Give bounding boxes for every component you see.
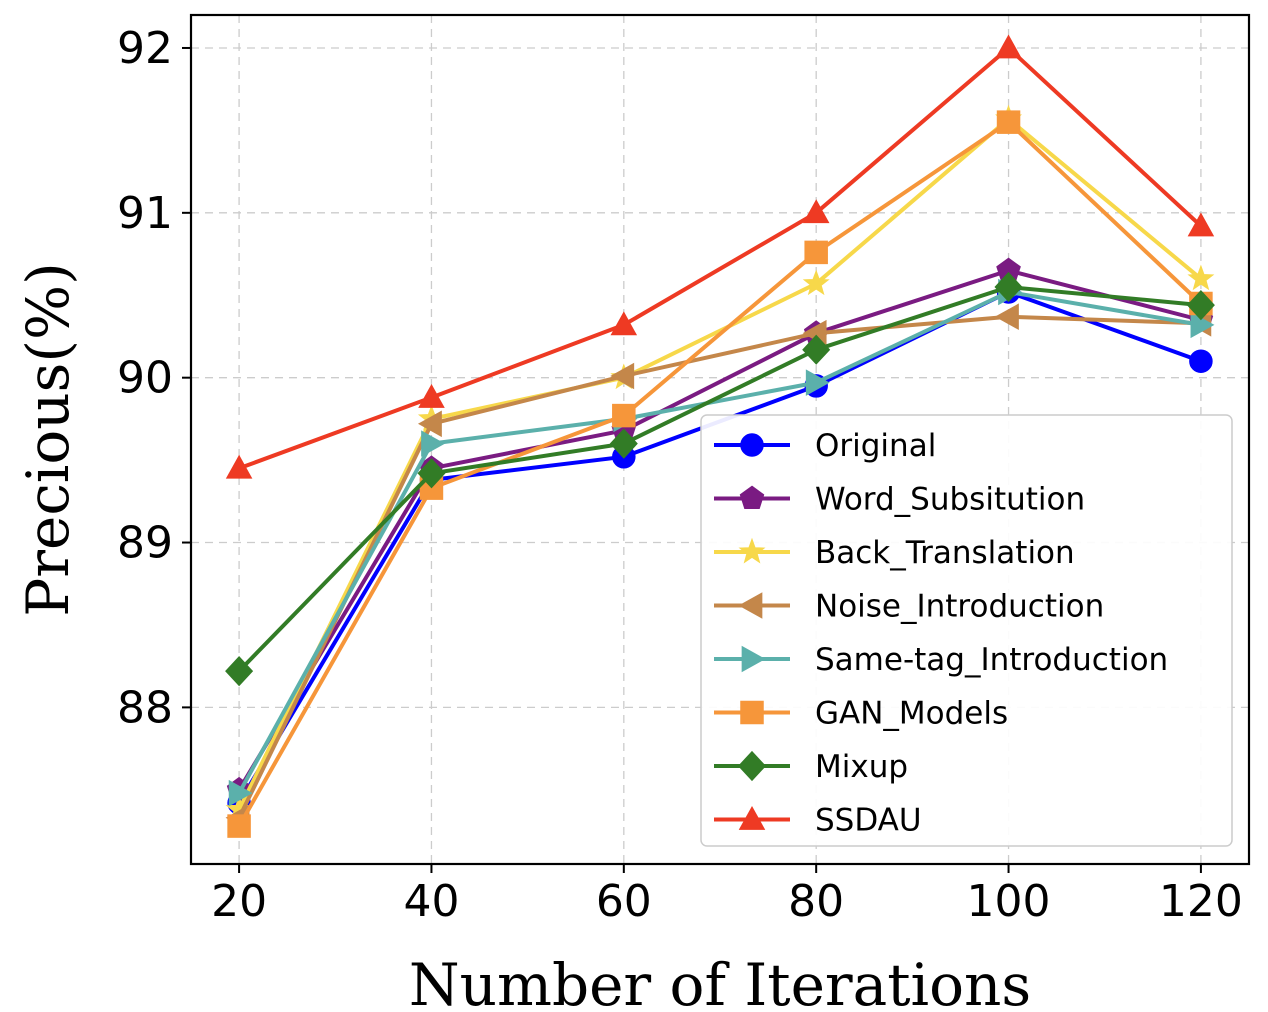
legend-marker <box>738 805 766 830</box>
y-tick-label: 90 <box>117 353 173 404</box>
data-point <box>609 428 638 459</box>
legend-label: Word_Subsitution <box>815 482 1085 518</box>
y-tick-label: 92 <box>117 23 173 74</box>
x-tick-label: 120 <box>1159 876 1243 927</box>
data-point <box>1186 289 1215 321</box>
x-axis-title: Number of Iterations <box>409 951 1031 1012</box>
series-ssdau <box>225 34 1215 479</box>
data-point <box>227 814 251 838</box>
data-point <box>1187 264 1215 291</box>
data-point <box>417 458 446 489</box>
legend-item: Word_Subsitution <box>714 482 1085 518</box>
legend-label: GAN_Models <box>815 696 1008 732</box>
data-point <box>994 303 1019 330</box>
legend-label: Same-tag_Introduction <box>815 642 1168 678</box>
y-tick-label: 89 <box>117 518 173 569</box>
legend-label: Back_Translation <box>815 535 1075 571</box>
data-point <box>802 334 831 365</box>
plot-frame <box>189 13 1251 866</box>
y-tick-label: 91 <box>117 188 173 239</box>
legend-marker <box>740 433 764 457</box>
data-point <box>417 410 442 438</box>
axis-ticks: 20 40 60 80 100 120 88 89 90 91 92 <box>117 23 1243 927</box>
data-point <box>994 271 1023 303</box>
legend-marker <box>740 700 764 725</box>
data-point <box>1189 349 1213 373</box>
series-lines <box>225 34 1215 838</box>
series-line-word-subsitution <box>237 268 1202 791</box>
x-tick-label: 100 <box>967 876 1051 927</box>
legend-item: Mixup <box>714 749 908 785</box>
data-point <box>421 430 446 457</box>
legend-item: Back_Translation <box>714 535 1075 571</box>
legend-item: Same-tag_Introduction <box>714 642 1168 678</box>
legend-item: Noise_Introduction <box>714 589 1104 625</box>
data-point <box>995 34 1022 59</box>
series-line-ssdau <box>238 46 1203 471</box>
legend-marker <box>737 750 767 782</box>
legend-box <box>700 414 1233 847</box>
data-point <box>1187 212 1215 237</box>
legend-label: SSDAU <box>815 803 922 839</box>
legend-marker <box>739 485 765 509</box>
series-line-gan-models <box>237 120 1203 828</box>
legend-label: Mixup <box>815 749 908 785</box>
legend-marker <box>738 537 766 564</box>
legend-item: Original <box>714 428 936 464</box>
legend: Original Word_Subsitution Back_Translation… <box>700 414 1233 847</box>
data-point <box>610 311 638 336</box>
legend-item: SSDAU <box>714 803 922 839</box>
data-point <box>418 383 445 408</box>
legend-label: Noise_Introduction <box>815 589 1104 625</box>
legend-marker <box>738 592 763 619</box>
series-line-same-tag-introduction <box>237 290 1202 795</box>
legend-label: Original <box>815 428 936 464</box>
x-tick-label: 40 <box>403 876 459 927</box>
data-point <box>228 779 253 807</box>
data-point <box>804 240 828 265</box>
data-point <box>612 403 636 428</box>
data-point <box>996 110 1021 134</box>
data-point <box>805 369 830 396</box>
legend-marker <box>741 645 766 673</box>
series-line-noise-introduction <box>237 314 1201 819</box>
x-tick-label: 20 <box>211 876 267 927</box>
x-tick-label: 80 <box>788 876 844 927</box>
data-point <box>225 655 254 687</box>
series-mixup <box>225 271 1215 687</box>
series-line-back-translation <box>237 116 1203 811</box>
y-tick-label: 88 <box>117 682 173 733</box>
data-point <box>610 362 635 390</box>
y-axis-title: Precious(%) <box>14 262 82 617</box>
x-tick-label: 60 <box>596 876 652 927</box>
data-point <box>225 454 253 479</box>
data-point <box>802 269 830 296</box>
legend-item: GAN_Models <box>714 696 1008 732</box>
series-line-mixup <box>237 285 1202 673</box>
data-point <box>802 199 830 224</box>
